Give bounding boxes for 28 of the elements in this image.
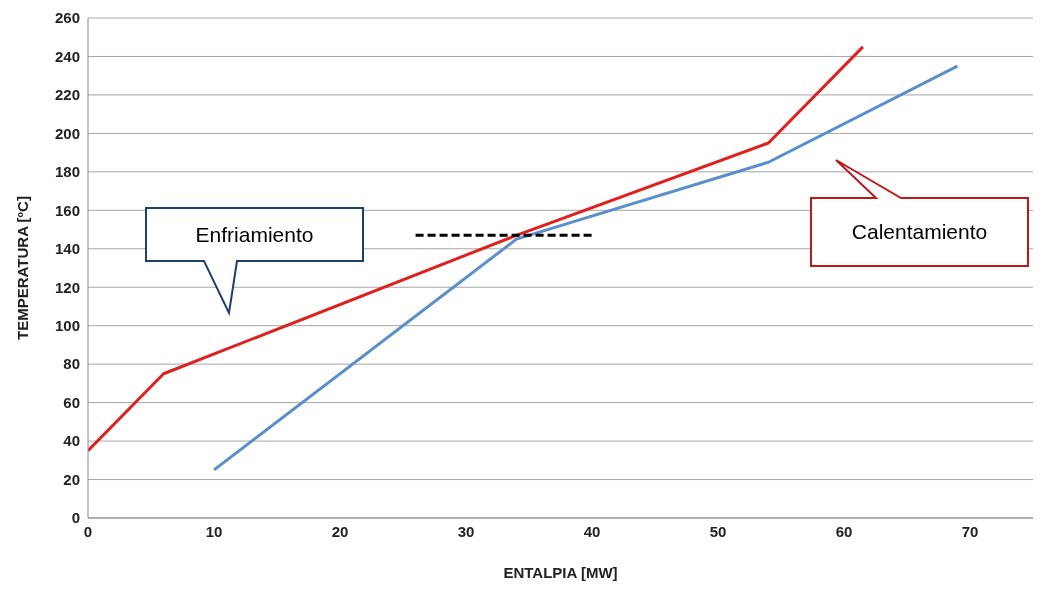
y-tick-label: 120	[54, 278, 80, 296]
y-tick-label: 260	[54, 9, 80, 27]
y-tick-label: 40	[63, 432, 80, 450]
y-tick-label: 160	[54, 201, 80, 219]
x-tick-label: 50	[709, 522, 727, 540]
y-tick-label: 220	[54, 86, 80, 104]
x-tick-label: 20	[331, 522, 349, 540]
y-tick-label: 80	[63, 355, 80, 373]
y-tick-label: 200	[54, 124, 80, 142]
x-axis-title: ENTALPIA [MW]	[503, 564, 618, 581]
y-tick-label: 180	[54, 163, 80, 181]
y-tick-label: 0	[71, 509, 80, 527]
y-tick-label: 240	[54, 47, 80, 65]
x-tick-label: 40	[583, 522, 601, 540]
x-tick-label: 60	[835, 522, 853, 540]
y-axis-title: TEMPERATURA [ºC]	[14, 196, 32, 340]
y-tick-label: 20	[63, 470, 80, 488]
y-tick-label: 60	[63, 393, 80, 411]
callout-outline: Calentamiento	[810, 159, 1029, 267]
annotation: Enfriamiento	[195, 222, 314, 246]
x-tick-label: 0	[83, 522, 93, 540]
y-tick-label: 140	[54, 240, 80, 258]
y-tick-label: 100	[54, 317, 80, 335]
callout-outline: Enfriamiento	[145, 207, 364, 317]
x-tick-label: 10	[205, 522, 223, 540]
annotation: Calentamiento	[851, 220, 988, 243]
x-tick-label: 30	[457, 522, 475, 540]
x-tick-label: 70	[961, 522, 979, 540]
